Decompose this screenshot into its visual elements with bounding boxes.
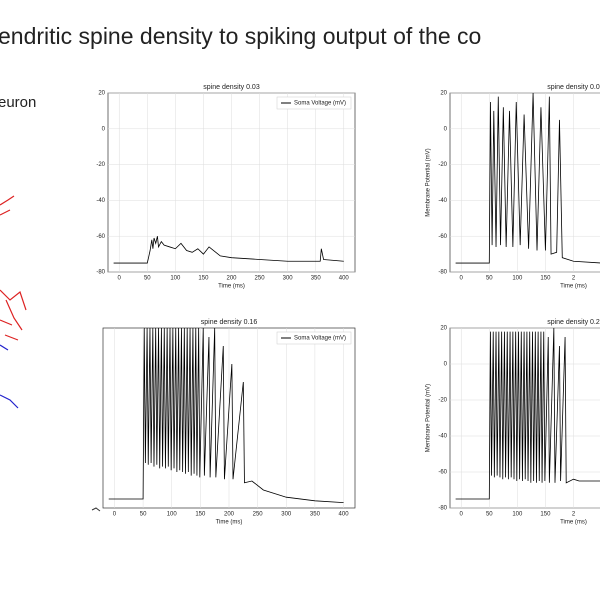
neuron-drawing bbox=[0, 195, 27, 409]
x-tick-label: 100 bbox=[512, 512, 523, 518]
x-tick-label: 150 bbox=[540, 276, 551, 282]
y-tick-label: -40 bbox=[438, 198, 447, 204]
x-tick-label: 250 bbox=[253, 512, 264, 518]
x-tick-label: 0 bbox=[118, 276, 122, 282]
legend-box bbox=[276, 96, 352, 110]
x-axis-label: Time (ms) bbox=[216, 520, 243, 526]
y-tick-label: -80 bbox=[438, 270, 447, 276]
x-tick-label: 0 bbox=[460, 512, 464, 518]
legend-box bbox=[276, 331, 352, 345]
slide-title: endritic spine density to spiking output… bbox=[0, 23, 481, 49]
y-axis-label: Membrane Potential (mV) bbox=[426, 384, 432, 452]
x-tick-label: 50 bbox=[486, 512, 493, 518]
chart-title: spine density 0.03 bbox=[203, 84, 260, 91]
tilde bbox=[91, 507, 101, 512]
chart-title: spine density 0.2 bbox=[547, 319, 600, 326]
x-axis-label: Time (ms) bbox=[560, 520, 587, 526]
chart: 0 50 100 150 200 250 300 350 400200-20-40-60-80s… bbox=[96, 84, 356, 290]
x-tick-label: 350 bbox=[311, 276, 322, 282]
chart: 0 50 100 150 200 250 300 350 400 spine density 0.… bbox=[102, 319, 356, 526]
x-tick-label: 100 bbox=[167, 512, 178, 518]
dendrite bbox=[0, 344, 19, 409]
x-tick-label: 300 bbox=[283, 276, 294, 282]
x-tick-label: 400 bbox=[339, 512, 350, 518]
plot-area bbox=[449, 92, 600, 273]
y-tick-label: -40 bbox=[438, 434, 447, 440]
x-tick-label: 350 bbox=[310, 512, 321, 518]
chart: 0 50 100 150 2 20 0 -20 -40 -60 -80 spine density 0… bbox=[426, 84, 600, 290]
trace bbox=[108, 328, 344, 503]
chart-title: spine density 0.16 bbox=[201, 319, 258, 326]
x-tick-label: 2 bbox=[572, 512, 576, 518]
x-tick-label: 50 bbox=[144, 276, 151, 282]
x-tick-label: 100 bbox=[170, 276, 181, 282]
x-axis-label: Time (ms) bbox=[218, 284, 245, 290]
x-tick-label: 300 bbox=[281, 512, 292, 518]
x-tick-label: 150 bbox=[198, 276, 209, 282]
y-tick-label: -60 bbox=[96, 234, 105, 240]
y-tick-label: 0 bbox=[444, 126, 448, 132]
y-tick-label: -60 bbox=[438, 470, 447, 476]
x-axis-label: Time (ms) bbox=[560, 284, 587, 290]
y-tick-label: -40 bbox=[96, 198, 105, 204]
y-tick-label: 0 bbox=[102, 126, 106, 132]
dendrite bbox=[0, 195, 15, 216]
x-tick-label: 150 bbox=[195, 512, 206, 518]
chart-title: spine density 0.0 bbox=[547, 84, 600, 91]
x-tick-label: 2 bbox=[572, 276, 576, 282]
x-tick-label: 100 bbox=[512, 276, 523, 282]
panel-label: euron bbox=[0, 94, 36, 111]
x-tick-label: 0 bbox=[113, 512, 117, 518]
y-tick-label: 0 bbox=[444, 362, 448, 368]
y-tick-label: 20 bbox=[440, 91, 447, 97]
y-axis-label: Membrane Potential (mV) bbox=[426, 148, 432, 216]
trace bbox=[113, 236, 344, 264]
x-tick-label: 250 bbox=[255, 276, 266, 282]
dendrite bbox=[0, 289, 27, 341]
y-tick-label: 20 bbox=[98, 91, 105, 97]
x-tick-label: 200 bbox=[226, 276, 237, 282]
y-tick-label: -80 bbox=[96, 270, 105, 276]
x-tick-label: 400 bbox=[339, 276, 350, 282]
x-tick-label: 0 bbox=[460, 276, 464, 282]
x-tick-label: 200 bbox=[224, 512, 235, 518]
legend-label: Soma Voltage (mV) bbox=[294, 101, 346, 107]
y-tick-label: -60 bbox=[438, 234, 447, 240]
y-tick-label: -20 bbox=[438, 398, 447, 404]
y-tick-label: -20 bbox=[438, 162, 447, 168]
y-tick-label: -20 bbox=[96, 162, 105, 168]
x-tick-label: 50 bbox=[486, 276, 493, 282]
chart: 0 50 100 150 2 20 0 -20 -40 -60 -80 spine density 0… bbox=[426, 319, 600, 526]
legend-label: Soma Voltage (mV) bbox=[294, 336, 346, 342]
y-tick-label: -80 bbox=[438, 506, 447, 512]
x-tick-label: 150 bbox=[540, 512, 551, 518]
x-tick-label: 50 bbox=[140, 512, 147, 518]
trace bbox=[455, 93, 600, 264]
y-tick-label: 20 bbox=[440, 326, 447, 332]
trace bbox=[455, 328, 600, 500]
